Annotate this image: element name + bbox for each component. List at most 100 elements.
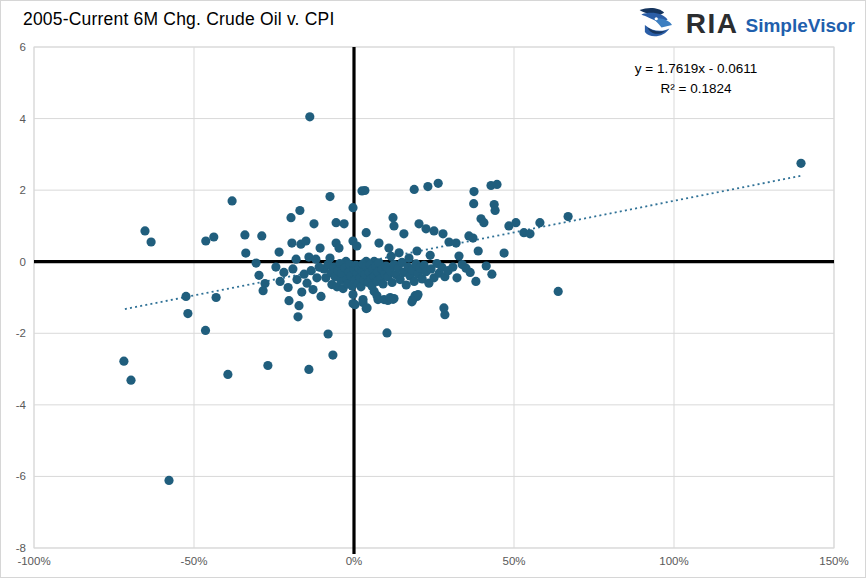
chart-page: 2005-Current 6M Chg. Crude Oil v. CPI RI… bbox=[0, 0, 866, 578]
scatter-point bbox=[328, 351, 337, 360]
scatter-point bbox=[223, 370, 232, 379]
scatter-point bbox=[164, 476, 173, 485]
trendline-equation: y = 1.7619x - 0.0611 bbox=[576, 59, 816, 79]
scatter-point bbox=[241, 249, 250, 258]
scatter-point bbox=[363, 303, 372, 312]
scatter-point bbox=[286, 213, 295, 222]
scatter-point bbox=[297, 288, 306, 297]
scatter-point bbox=[468, 234, 477, 243]
x-axis-tick-label: -100% bbox=[17, 555, 50, 567]
scatter-point bbox=[352, 241, 361, 250]
y-axis-tick-label: 6 bbox=[20, 41, 26, 53]
scatter-point bbox=[482, 261, 491, 270]
scatter-point bbox=[240, 230, 249, 239]
scatter-point bbox=[276, 277, 285, 286]
scatter-point bbox=[399, 229, 408, 238]
scatter-point bbox=[292, 255, 301, 264]
y-axis-tick-label: -2 bbox=[16, 327, 26, 339]
scatter-point bbox=[305, 112, 314, 121]
scatter-point bbox=[389, 294, 398, 303]
x-axis-tick-label: 150% bbox=[819, 555, 848, 567]
scatter-point bbox=[228, 196, 237, 205]
trendline-annotation: y = 1.7619x - 0.0611 R² = 0.1824 bbox=[576, 59, 816, 99]
scatter-point bbox=[448, 263, 457, 272]
scatter-point bbox=[469, 187, 478, 196]
scatter-point bbox=[257, 231, 266, 240]
scatter-point bbox=[252, 259, 261, 268]
scatter-point bbox=[259, 286, 268, 295]
scatter-point bbox=[348, 290, 357, 299]
scatter-point bbox=[308, 285, 317, 294]
scatter-point bbox=[492, 180, 501, 189]
scatter-point bbox=[295, 206, 304, 215]
scatter-point bbox=[511, 218, 520, 227]
scatter-point bbox=[491, 206, 500, 215]
scatter-point bbox=[332, 218, 341, 227]
scatter-point bbox=[479, 218, 488, 227]
scatter-point bbox=[564, 212, 573, 221]
scatter-point bbox=[288, 264, 297, 273]
scatter-point bbox=[312, 273, 321, 282]
scatter-point bbox=[307, 266, 316, 275]
scatter-point bbox=[500, 249, 509, 258]
scatter-point bbox=[389, 221, 398, 230]
scatter-point bbox=[334, 244, 343, 253]
scatter-point bbox=[311, 255, 320, 264]
y-axis-tick-label: -4 bbox=[16, 399, 27, 411]
scatter-point bbox=[147, 237, 156, 246]
scatter-point bbox=[471, 277, 480, 286]
scatter-point bbox=[350, 300, 359, 309]
scatter-point bbox=[384, 244, 393, 253]
scatter-point bbox=[324, 329, 333, 338]
scatter-point bbox=[452, 273, 461, 282]
scatter-point bbox=[796, 159, 805, 168]
scatter-point bbox=[458, 260, 467, 269]
scatter-point bbox=[340, 219, 349, 228]
scatter-point bbox=[487, 270, 496, 279]
scatter-point bbox=[374, 239, 383, 248]
trendline bbox=[125, 176, 802, 309]
scatter-point bbox=[360, 186, 369, 195]
scatter-point bbox=[126, 376, 135, 385]
scatter-point bbox=[423, 182, 432, 191]
scatter-point bbox=[474, 246, 483, 255]
scatter-point bbox=[452, 239, 461, 248]
scatter-point bbox=[316, 292, 325, 301]
scatter-point bbox=[140, 226, 149, 235]
scatter-point bbox=[287, 239, 296, 248]
scatter-point bbox=[395, 248, 404, 257]
scatter-point bbox=[466, 268, 475, 277]
scatter-point bbox=[429, 226, 438, 235]
scatter-point bbox=[316, 244, 325, 253]
scatter-point bbox=[119, 357, 128, 366]
scatter-point bbox=[412, 246, 421, 255]
plot-border bbox=[34, 47, 834, 548]
x-axis-tick-label: -50% bbox=[181, 555, 208, 567]
scatter-point bbox=[294, 301, 303, 310]
x-axis-tick-label: 100% bbox=[659, 555, 688, 567]
scatter-point bbox=[309, 219, 318, 228]
scatter-point bbox=[410, 185, 419, 194]
scatter-point bbox=[525, 229, 534, 238]
scatter-point bbox=[439, 303, 448, 312]
y-axis-tick-label: 2 bbox=[20, 184, 26, 196]
scatter-point bbox=[382, 328, 391, 337]
scatter-point bbox=[271, 263, 280, 272]
scatter-point bbox=[438, 229, 447, 238]
y-axis-tick-label: -6 bbox=[16, 470, 26, 482]
scatter-point bbox=[209, 232, 218, 241]
scatter-point bbox=[301, 236, 310, 245]
scatter-point bbox=[293, 312, 302, 321]
y-axis-tick-label: -8 bbox=[16, 542, 26, 554]
scatter-point bbox=[325, 192, 334, 201]
scatter-point bbox=[304, 365, 313, 374]
scatter-point bbox=[279, 268, 288, 277]
x-axis-tick-label: 50% bbox=[502, 555, 525, 567]
trendline-r-squared: R² = 0.1824 bbox=[576, 79, 816, 99]
scatter-point bbox=[201, 326, 210, 335]
scatter-point bbox=[362, 228, 371, 237]
scatter-point bbox=[469, 199, 478, 208]
scatter-point bbox=[413, 290, 422, 299]
scatter-point bbox=[404, 254, 413, 263]
scatter-point bbox=[181, 292, 190, 301]
